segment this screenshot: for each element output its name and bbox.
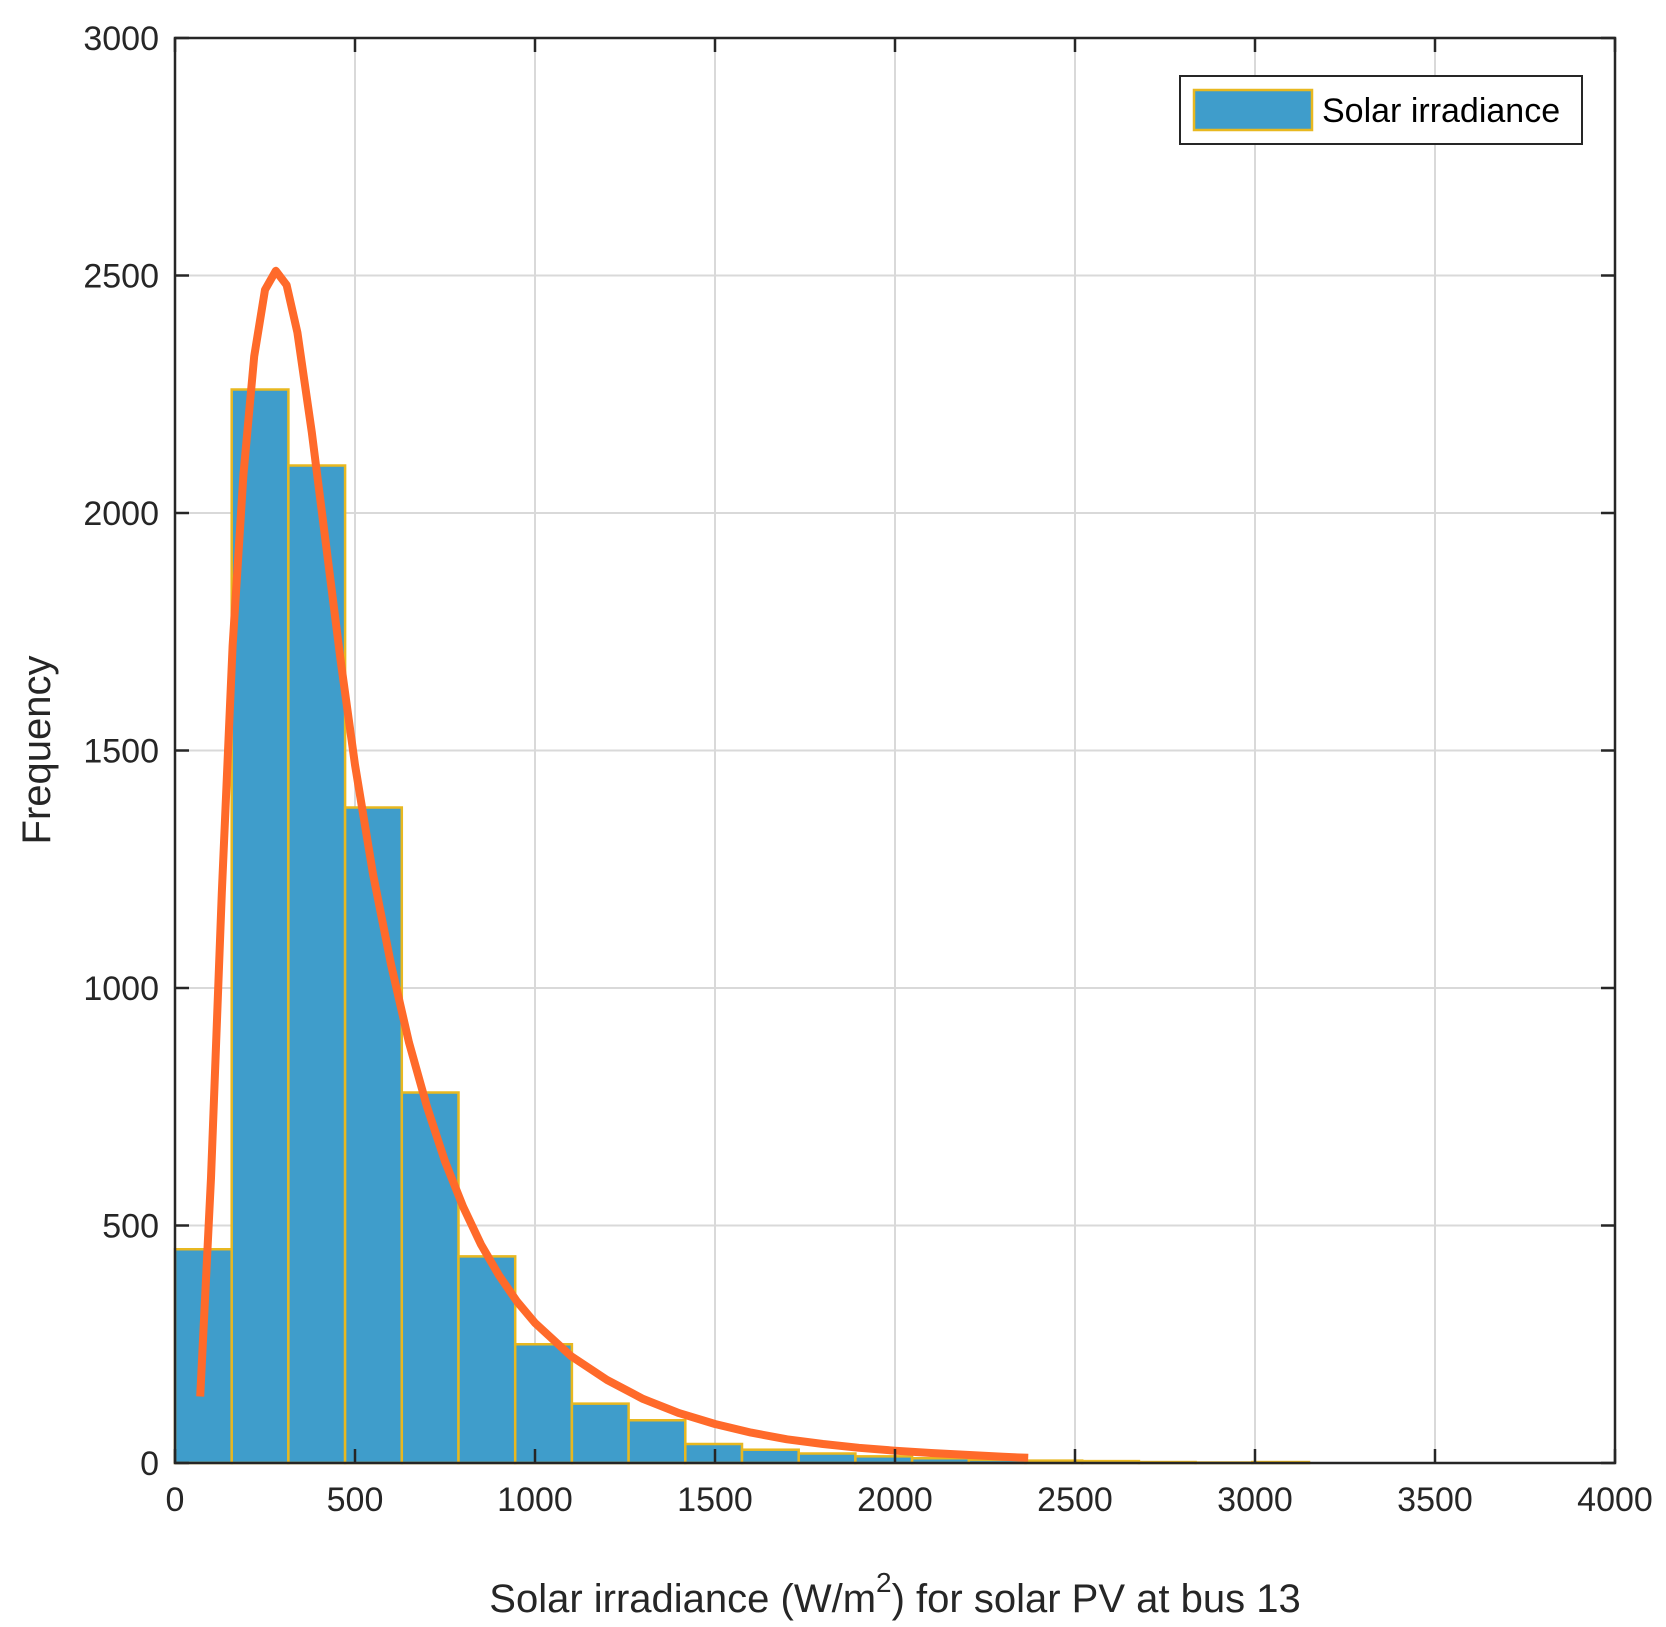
y-tick-label: 500 [102,1208,159,1246]
x-tick-label: 2500 [1037,1481,1113,1519]
legend[interactable]: Solar irradiance [1179,75,1583,145]
y-tick-label: 2000 [83,495,159,533]
histogram-bar [400,1091,460,1465]
histogram-bar [343,806,404,1465]
y-tick-label: 1000 [83,970,159,1008]
y-tick-label: 1500 [83,733,159,771]
histogram-bar [740,1448,800,1465]
x-tick-label: 3500 [1397,1481,1473,1519]
histogram-bar [513,1343,574,1465]
x-tick-label: 0 [166,1481,185,1519]
x-tick-label: 500 [327,1481,384,1519]
x-tick-label: 1000 [497,1481,573,1519]
x-tick-labels: 0 500 1000 1500 2000 2500 3000 3500 4000 [166,1481,1653,1519]
y-axis-title: Frequency [15,656,59,845]
axis-ticks [173,36,1617,1465]
y-tick-label: 2500 [83,258,159,296]
y-tick-label: 0 [140,1445,159,1483]
x-tick-label: 4000 [1577,1481,1653,1519]
legend-label: Solar irradiance [1322,92,1560,130]
x-tick-label: 3000 [1217,1481,1293,1519]
histogram-bar [570,1402,630,1465]
y-tick-labels: 0 500 1000 1500 2000 2500 3000 [83,20,159,1483]
y-tick-label: 3000 [83,20,159,58]
fit-curve-line [196,266,1029,1462]
fit-curve [196,266,1029,1462]
histogram-bar [684,1442,744,1465]
histogram-bar [627,1419,687,1465]
x-tick-label: 2000 [857,1481,933,1519]
x-axis-title: Solar irradiance (W/m2) for solar PV at … [489,1567,1300,1621]
histogram-bar [797,1452,857,1465]
legend-swatch [1192,88,1314,132]
x-tick-label: 1500 [677,1481,753,1519]
